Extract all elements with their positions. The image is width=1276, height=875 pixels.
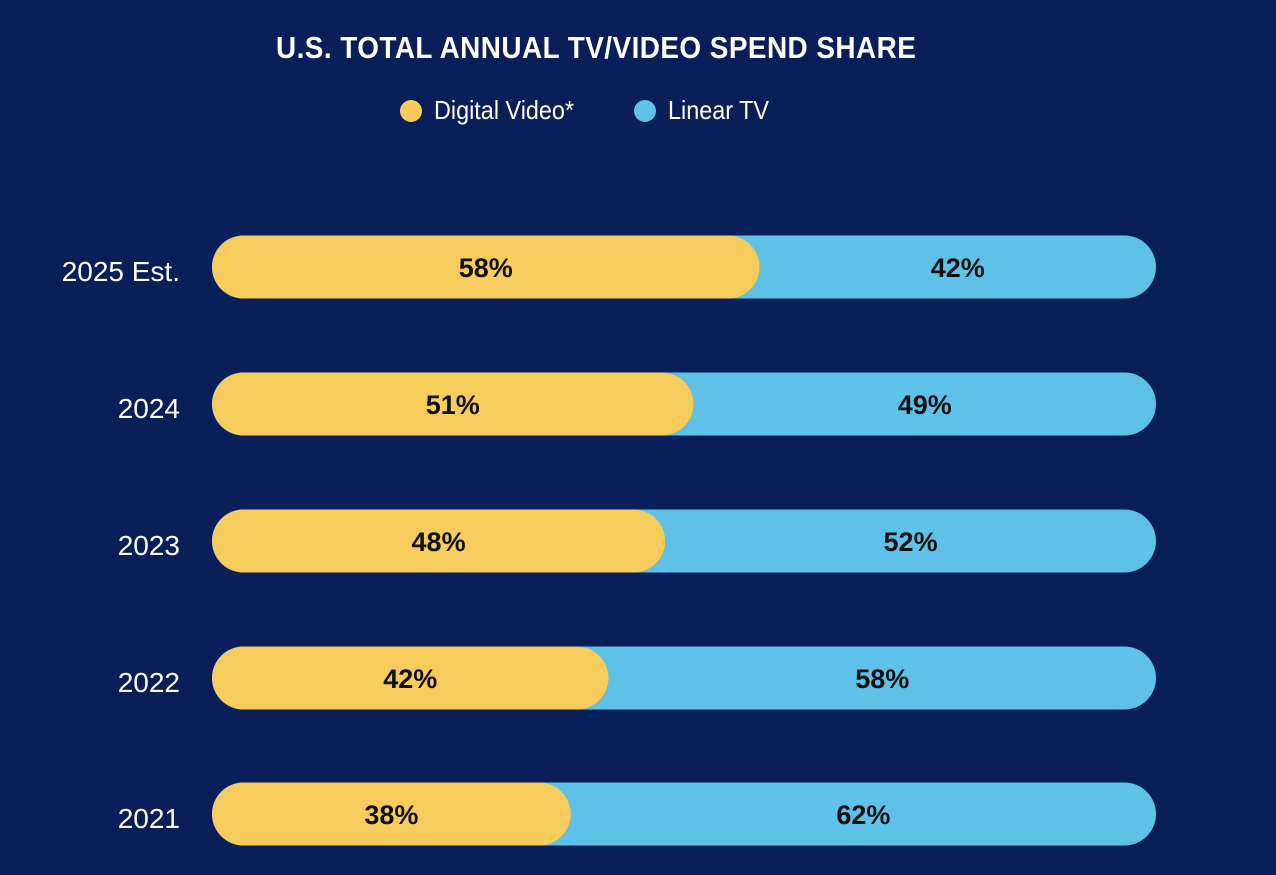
bar-digital-video-2022 xyxy=(212,646,609,710)
category-label-2025-est: 2025 Est. xyxy=(62,256,180,287)
bar-group-2024: 51% 49% 2024 xyxy=(118,372,1156,436)
legend-item-digital-video: Digital Video* xyxy=(400,95,590,126)
category-label-2023: 2023 xyxy=(118,530,180,561)
category-label-2021: 2021 xyxy=(118,803,180,834)
category-label-2022: 2022 xyxy=(118,667,180,698)
legend-swatch-linear-tv xyxy=(633,99,656,122)
bar-group-2022: 42% 58% 2022 xyxy=(118,646,1156,710)
data-label-digital-video-2024: 51% xyxy=(426,390,480,420)
data-label-linear-tv-2021: 62% xyxy=(836,800,890,830)
data-label-digital-video-2021: 38% xyxy=(364,800,418,830)
legend-item-linear-tv: Linear TV xyxy=(633,95,780,126)
bar-digital-video-2024 xyxy=(212,372,694,436)
data-label-linear-tv-2024: 49% xyxy=(898,390,952,420)
data-label-linear-tv-2023: 52% xyxy=(884,527,938,557)
legend-label-linear-tv: Linear TV xyxy=(667,95,769,125)
data-label-digital-video-2025-est: 58% xyxy=(459,253,513,283)
legend-swatch-digital-video xyxy=(400,99,422,122)
bar-digital-video-2021 xyxy=(212,782,571,846)
legend-label-digital-video: Digital Video* xyxy=(434,95,575,125)
data-label-linear-tv-2025-est: 42% xyxy=(931,253,985,283)
legend: Digital Video* Linear TV xyxy=(400,95,824,126)
bar-group-2023: 48% 52% 2023 xyxy=(118,509,1156,573)
data-label-linear-tv-2022: 58% xyxy=(855,664,909,694)
category-label-2024: 2024 xyxy=(118,393,180,424)
bar-group-2025-est: 58% 42% 2025 Est. xyxy=(62,235,1156,299)
bar-group-2021: 38% 62% 2021 xyxy=(118,782,1156,846)
data-label-digital-video-2023: 48% xyxy=(412,527,466,557)
chart-title: U.S. TOTAL ANNUAL TV/VIDEO SPEND SHARE xyxy=(276,30,917,65)
bar-digital-video-2025-est xyxy=(212,235,760,299)
data-label-digital-video-2022: 42% xyxy=(383,664,437,694)
bar-digital-video-2023 xyxy=(212,509,666,573)
